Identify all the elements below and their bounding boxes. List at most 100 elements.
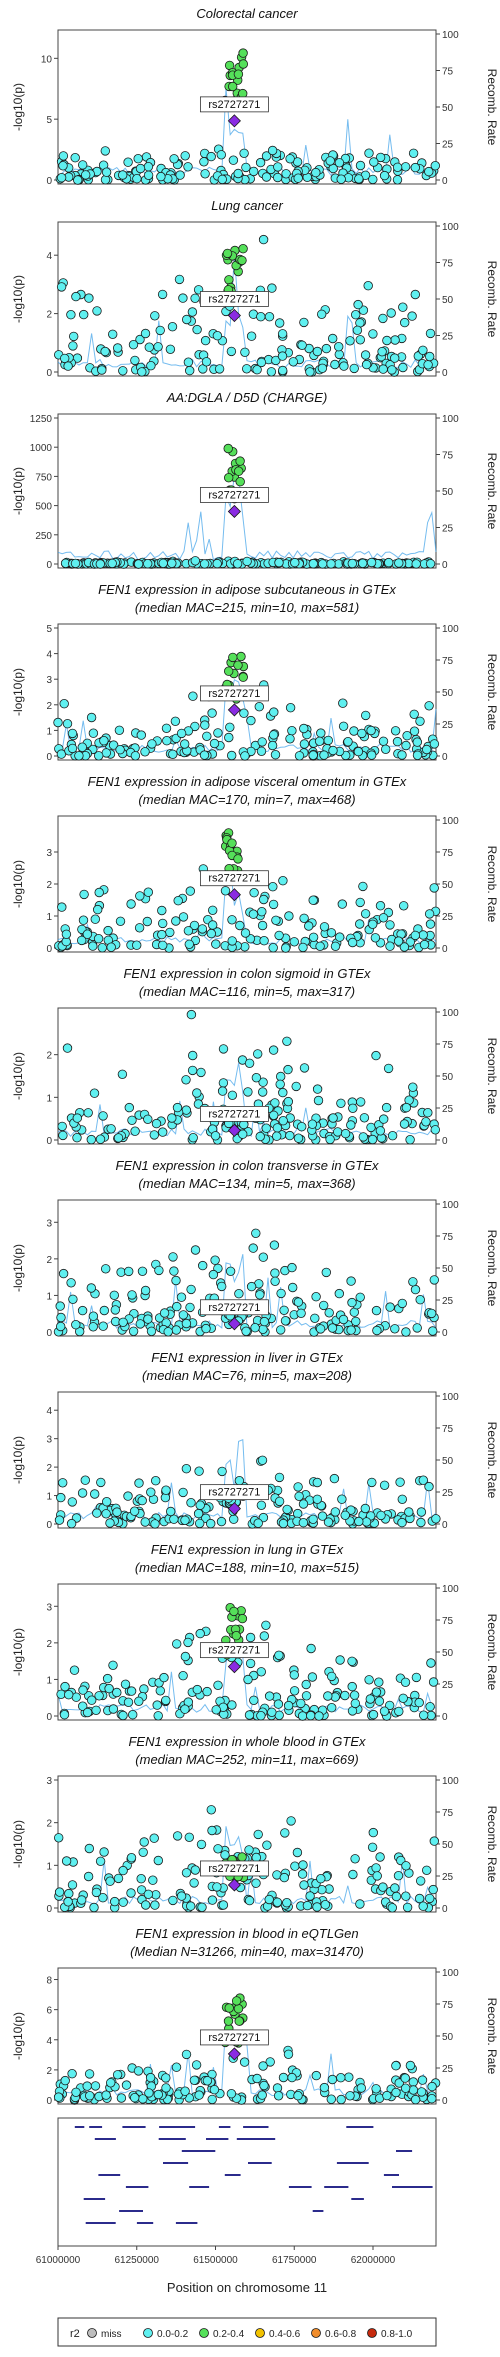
snp-point [401, 740, 411, 751]
legend-label: 0.6-0.8 [325, 2329, 357, 2340]
lead-snp-marker [227, 1502, 241, 1516]
snp-point [95, 1134, 106, 1144]
snp-point [383, 1063, 394, 1074]
snp-point [250, 1322, 260, 1333]
snp-point [327, 1702, 337, 1713]
snp-point [93, 934, 104, 944]
snp-point [84, 293, 94, 303]
snp-point [123, 1491, 133, 1501]
snp-point [67, 2068, 77, 2079]
snp-point [400, 2083, 411, 2093]
snp-point [218, 1044, 229, 1054]
snp-point [391, 2087, 401, 2098]
snp-point [422, 744, 432, 755]
snp-point [333, 1127, 343, 1137]
snp-point [54, 1887, 65, 1897]
snp-point [311, 2070, 322, 2081]
snp-point [97, 943, 108, 953]
gene-bar [125, 2186, 149, 2188]
snp-point [213, 1844, 223, 1854]
snp-point [84, 1843, 95, 1854]
gene-bar [189, 2186, 210, 2188]
y-tick-label: 6 [46, 2006, 52, 2017]
snp-point [298, 942, 308, 953]
snp-point [270, 1268, 280, 1278]
snp-point [218, 1078, 229, 1088]
snp-point [171, 2062, 182, 2072]
snp-point [266, 367, 277, 377]
panels: Colorectal cancer05100255075100-log10(p)… [11, 6, 499, 2107]
y-tick-label: 4 [46, 1406, 52, 1417]
snp-point [355, 335, 366, 345]
snp-point [109, 1290, 120, 1301]
snp-point [180, 2086, 190, 2096]
snp-point [401, 1891, 411, 1901]
snp-point [268, 943, 278, 953]
snp-point [293, 1508, 303, 1519]
snp-point [224, 732, 234, 743]
y-tick-label: 2 [46, 1819, 52, 1830]
gene-bar [119, 2210, 135, 2212]
y-tick-label: 3 [46, 1435, 52, 1446]
legend-label: 0.0-0.2 [157, 2329, 189, 2340]
y-tick-label: 1 [46, 1861, 52, 1872]
panel-subtitle: (median MAC=188, min=10, max=515) [135, 1560, 359, 1575]
recomb-tick-label: 25 [442, 912, 454, 923]
snp-point [259, 2080, 269, 2091]
snp-point [58, 151, 69, 161]
lead-snp-label-box [199, 1106, 269, 1122]
snp-point [273, 172, 283, 183]
snp-point [308, 895, 318, 905]
snp-point [375, 1852, 385, 1862]
snp-point [200, 169, 210, 179]
snp-point [165, 927, 175, 938]
legend-swatch [311, 2328, 321, 2338]
snp-point [190, 1245, 201, 1255]
snp-point [264, 1894, 274, 1905]
snp-point [371, 1687, 382, 1697]
snp-point [338, 1314, 349, 1325]
recomb-tick-label: 25 [442, 332, 454, 343]
snp-point [152, 1700, 162, 1710]
snp-point [237, 1852, 247, 1862]
snp-point [274, 1496, 285, 1507]
snp-point [361, 1517, 372, 1527]
snp-point [391, 2060, 401, 2071]
snp-point [190, 721, 200, 732]
snp-point [180, 1651, 191, 1662]
snp-point [330, 941, 341, 952]
snp-point [181, 1463, 192, 1474]
snp-point [184, 365, 195, 376]
snp-point [312, 1477, 323, 1488]
legend-swatch [143, 2328, 153, 2338]
snp-point [407, 311, 417, 321]
snp-point [192, 324, 202, 335]
snp-point [71, 1319, 81, 1330]
snp-point [416, 2087, 427, 2097]
x-axis-label: Position on chromosome 11 [167, 2280, 327, 2295]
snp-point [72, 1132, 82, 1143]
snp-point [411, 559, 421, 569]
gene-bar [236, 2138, 255, 2140]
snp-point [327, 1671, 337, 1682]
snp-point [414, 1697, 424, 1708]
y-tick-label: 0 [46, 368, 52, 379]
snp-point [59, 699, 69, 709]
snp-point [209, 738, 220, 749]
snp-point [197, 1260, 208, 1271]
snp-point [104, 1683, 114, 1694]
snp-point [146, 1326, 157, 1337]
legend-swatch [199, 2328, 209, 2338]
snp-point [187, 1050, 198, 1061]
y-tick-label: 2 [46, 2066, 52, 2077]
snp-point [178, 1487, 188, 1498]
snp-point [96, 1477, 106, 1488]
snp-point [308, 932, 319, 943]
snp-point [150, 311, 160, 321]
snp-point [253, 1049, 263, 1059]
snp-point [78, 1685, 88, 1695]
snp-point [226, 2088, 237, 2099]
snp-point [100, 346, 110, 357]
snp-point [338, 721, 349, 732]
snp-point [387, 1130, 398, 1141]
